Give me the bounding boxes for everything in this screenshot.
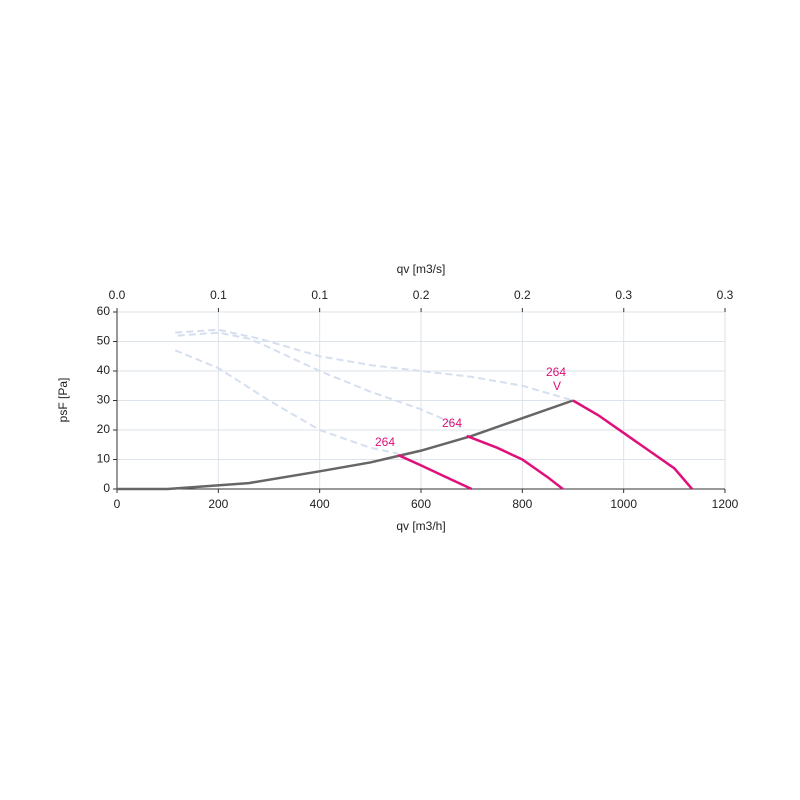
y-tick-label: 0 [103,481,110,495]
dashed-curve [175,328,574,402]
annotation: 264 [442,416,462,430]
y-tick-label: 20 [97,422,111,436]
curve [117,399,574,491]
x-tick-label: 600 [411,497,431,511]
curve [572,399,694,490]
top-tick-label: 0.1 [210,288,227,302]
y-tick-label: 10 [97,452,111,466]
dashed-curve [177,331,462,428]
top-tick-label: 0.2 [413,288,430,302]
x-tick-label: 800 [512,497,532,511]
annotation: 264 [546,365,566,379]
curve [466,434,564,490]
y-tick-label: 60 [97,304,111,318]
top-tick-label: 0.1 [311,288,328,302]
x-axis-title: qv [m3/h] [396,519,445,533]
annotation: V [553,379,561,393]
x-tick-label: 400 [310,497,330,511]
top-tick-label: 0.3 [615,288,632,302]
top-tick-label: 0.2 [514,288,531,302]
top-tick-label: 0.0 [109,288,126,302]
annotation: 264 [375,435,395,449]
top-tick-label: 0.3 [717,288,734,302]
x-tick-label: 200 [208,497,228,511]
x-tick-label: 1200 [712,497,739,511]
top-axis-title: qv [m3/s] [397,262,446,276]
curve [397,453,473,491]
y-tick-label: 50 [97,334,111,348]
x-tick-label: 0 [114,497,121,511]
y-axis-title: psF [Pa] [56,378,70,423]
y-tick-label: 40 [97,363,111,377]
x-tick-label: 1000 [610,497,637,511]
y-tick-label: 30 [97,393,111,407]
dashed-curve [174,349,399,455]
